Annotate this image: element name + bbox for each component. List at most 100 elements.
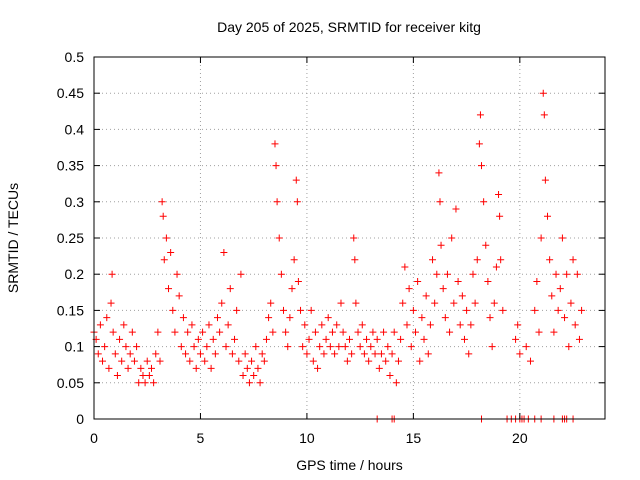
data-point [318,321,326,329]
data-point [478,162,486,170]
data-point [303,350,311,358]
data-point [209,335,217,343]
data-point [499,306,507,314]
data-point [452,205,460,213]
data-point [141,379,149,387]
data-point [309,357,317,365]
data-point [531,306,539,314]
data-point [540,111,548,119]
data-point [512,335,520,343]
data-point [433,270,441,278]
data-point [328,328,336,336]
data-point [126,350,134,358]
data-point [386,372,394,380]
axis-ticks: 0 0.05 0.1 0.15 0.2 0.25 0.3 0.35 0.4 0.45 0.5 0 5 10… [57,49,605,446]
data-point [262,335,270,343]
data-point [250,372,258,380]
data-point [575,335,583,343]
data-point [143,357,151,365]
data-point [218,299,226,307]
data-point [182,350,190,358]
data-point [128,328,136,336]
data-point [235,357,243,365]
data-point [554,306,562,314]
data-point [252,343,260,351]
data-point [297,306,305,314]
data-point [369,328,377,336]
x-tick-label: 10 [299,430,315,446]
data-point [537,234,545,242]
data-point [484,277,492,285]
data-point [441,314,449,322]
x-axis-label: GPS time / hours [296,457,403,473]
chart-title: Day 205 of 2025, SRMTID for receiver kit… [217,19,481,35]
data-point [271,140,279,148]
data-point [177,343,185,351]
y-tick-label: 0.5 [65,49,85,65]
data-point [311,328,319,336]
data-point [152,350,160,358]
data-point [101,343,109,351]
data-point [286,314,294,322]
data-point [565,343,573,351]
data-point [446,328,454,336]
data-point [346,335,353,343]
data-point [190,343,198,351]
y-tick-label: 0.2 [65,266,85,282]
data-point [160,256,168,264]
data-point [203,343,211,351]
data-point [435,169,443,177]
x-tick-label: 0 [90,430,98,446]
y-tick-label: 0.45 [57,85,84,101]
data-point [497,256,505,264]
data-point [546,256,554,264]
y-axis-label: SRMTID / TECUs [5,183,21,293]
data-point [105,364,113,372]
data-point [293,198,301,206]
data-point [239,372,247,380]
data-point [188,321,196,329]
data-point [156,357,164,365]
data-point [544,212,552,220]
data-point [256,379,264,387]
data-point [194,335,202,343]
data-point [107,299,115,307]
data-point [130,357,138,365]
data-point [467,321,475,329]
data-point [269,328,277,336]
data-point [458,292,466,300]
data-point [171,328,179,336]
data-point [186,357,194,365]
data-point [476,111,484,119]
data-point [439,285,447,293]
x-tick-label: 15 [406,430,422,446]
data-point [272,162,280,170]
data-point [275,234,283,242]
data-point [422,292,430,300]
data-point [488,343,496,351]
data-point [482,241,490,249]
data-point [124,364,132,372]
data-point [390,328,398,336]
data-point [94,350,102,358]
data-point [437,241,445,249]
data-point [429,256,437,264]
data-point [137,364,145,372]
data-point [550,328,558,336]
x-tick-label: 5 [197,430,205,446]
data-point [158,198,166,206]
data-point [211,350,219,358]
data-point [326,343,334,351]
y-tick-label: 0.3 [65,194,85,210]
data-point [382,357,390,365]
data-point [145,372,153,380]
data-point [578,306,586,314]
data-point [443,270,451,278]
data-point [522,343,530,351]
data-point [496,212,504,220]
data-point [486,314,494,322]
data-point [299,343,307,351]
data-point [331,350,339,358]
data-point [356,343,364,351]
